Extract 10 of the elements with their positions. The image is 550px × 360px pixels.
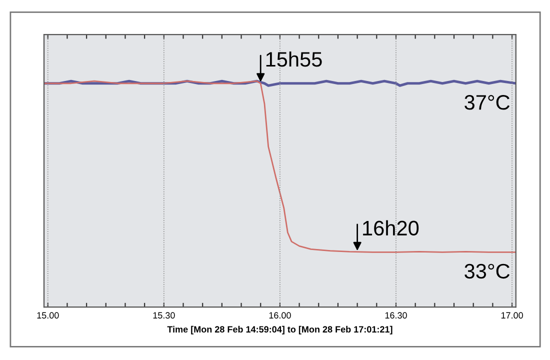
annotation: 16h20 bbox=[363, 220, 419, 236]
x-tick-label: 17.00 bbox=[501, 312, 523, 319]
annotation: 37°C bbox=[464, 95, 510, 110]
x-tick-label: 16.30 bbox=[385, 312, 407, 319]
annotation: 15h55 bbox=[266, 51, 322, 67]
x-tick-label: 16.00 bbox=[269, 312, 291, 319]
x-tick-label: 15.30 bbox=[153, 312, 175, 319]
x-tick-label: 15.00 bbox=[37, 312, 59, 319]
annotation: 33°C bbox=[464, 264, 510, 279]
x-axis-title: Time [Mon 28 Feb 14:59:04] to [Mon 28 Feb 17:01:21] bbox=[167, 326, 392, 334]
